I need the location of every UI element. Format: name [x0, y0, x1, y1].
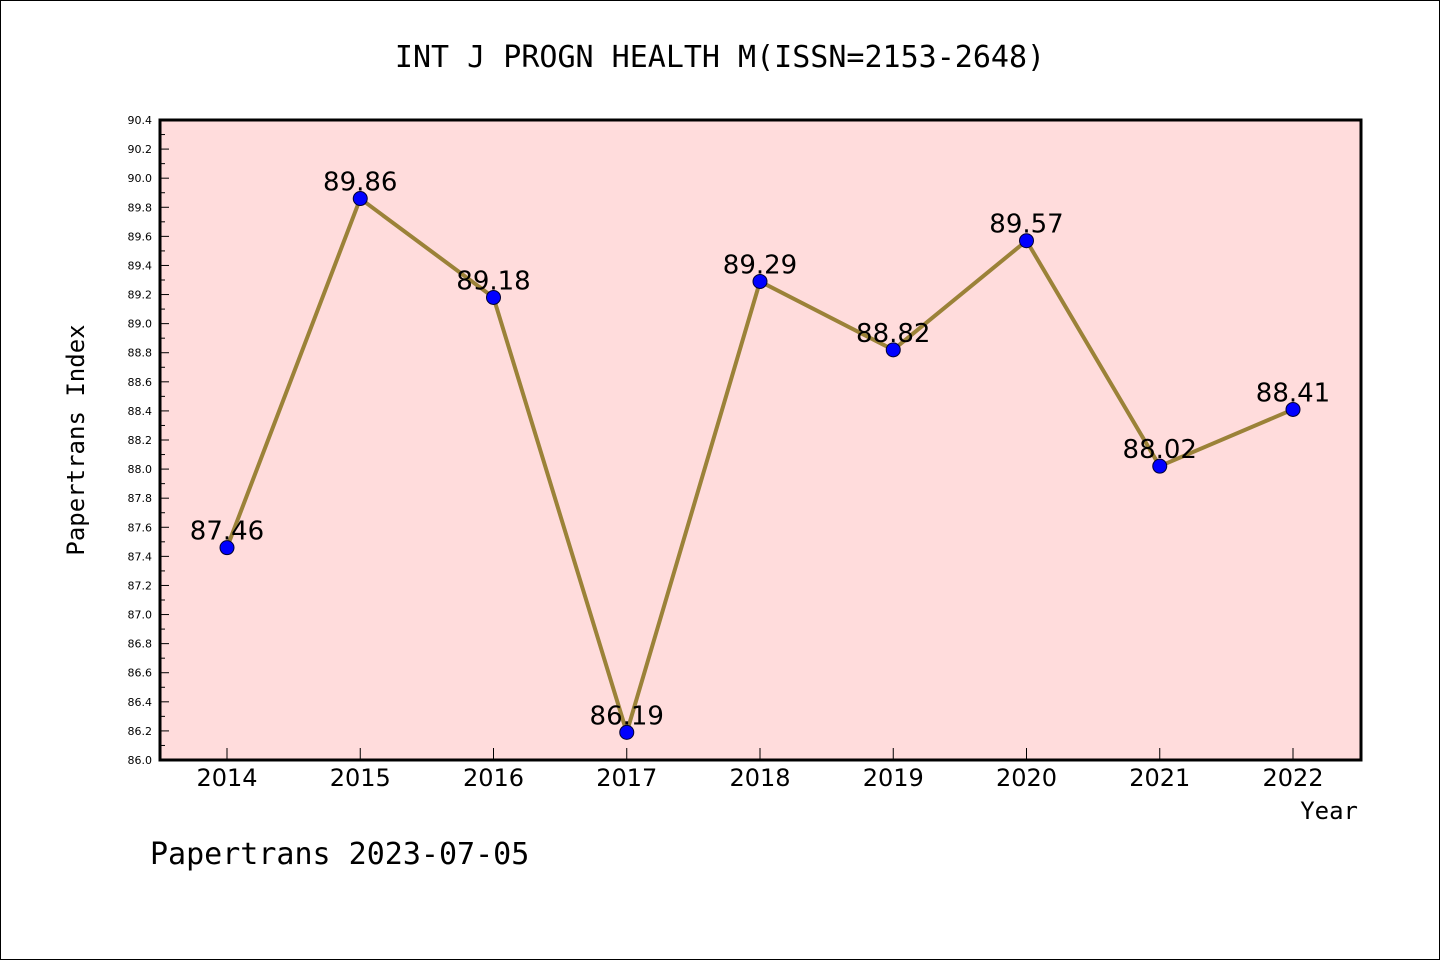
data-point: [752, 273, 768, 289]
y-tick-label: 86.6: [128, 667, 153, 680]
data-point: [219, 540, 235, 556]
x-tick-label: 2019: [863, 764, 924, 792]
y-tick-label: 88.4: [128, 405, 153, 418]
x-tick-label: 2017: [596, 764, 657, 792]
y-tick-label: 90.4: [128, 114, 153, 127]
y-tick-label: 88.6: [128, 376, 153, 389]
y-tick-label: 89.8: [128, 201, 153, 214]
y-tick-label: 86.2: [128, 725, 153, 738]
y-tick-label: 88.0: [128, 463, 153, 476]
footer-watermark: Papertrans 2023-07-05: [150, 837, 529, 872]
y-tick-label: 89.0: [128, 318, 153, 331]
y-tick-label: 89.6: [128, 230, 153, 243]
data-point: [885, 342, 901, 358]
x-tick-label: 2021: [1129, 764, 1190, 792]
series-layer: 87.4689.8689.1886.1989.2988.8289.5788.02…: [190, 168, 1330, 740]
x-tick-label: 2015: [330, 764, 391, 792]
data-point: [619, 724, 635, 740]
x-axis-label: Year: [1300, 797, 1358, 825]
y-tick-label: 88.2: [128, 434, 153, 447]
y-tick-label: 86.0: [128, 754, 153, 767]
data-point: [1019, 233, 1034, 249]
y-axis-ticks: 86.0 86.2 86.4 86.6 86.8 87.0 87.2 87.4 87.6 87.8…: [128, 114, 169, 767]
plot-area: [158, 118, 1363, 762]
y-tick-label: 89.4: [128, 259, 153, 272]
y-tick-label: 87.4: [128, 550, 153, 563]
y-axis-label: Papertrans Index: [62, 324, 90, 555]
y-tick-label: 87.6: [128, 521, 153, 534]
y-tick-label: 90.2: [128, 143, 153, 156]
x-tick-label: 2014: [196, 764, 257, 792]
y-tick-label: 86.4: [128, 696, 153, 709]
data-point: [352, 191, 368, 207]
data-point: [1152, 458, 1168, 474]
x-tick-label: 2016: [463, 764, 524, 792]
y-tick-label: 88.8: [128, 347, 153, 360]
x-tick-label: 2022: [1262, 764, 1323, 792]
x-axis-ticks: 2014 2015 2016 2017 2018 2019 2020 2021 2022: [196, 748, 1324, 792]
y-tick-label: 89.2: [128, 289, 153, 302]
x-tick-label: 2018: [729, 764, 790, 792]
y-tick-label: 87.0: [128, 609, 153, 622]
chart-title: INT J PROGN HEALTH M(ISSN=2153-2648): [395, 40, 1045, 75]
y-tick-label: 90.0: [128, 172, 153, 185]
x-tick-label: 2020: [996, 764, 1057, 792]
y-tick-label: 86.8: [128, 638, 153, 651]
data-point: [486, 289, 501, 305]
y-tick-label: 87.2: [128, 579, 153, 592]
y-tick-label: 87.8: [128, 492, 153, 505]
data-point: [1285, 401, 1301, 417]
